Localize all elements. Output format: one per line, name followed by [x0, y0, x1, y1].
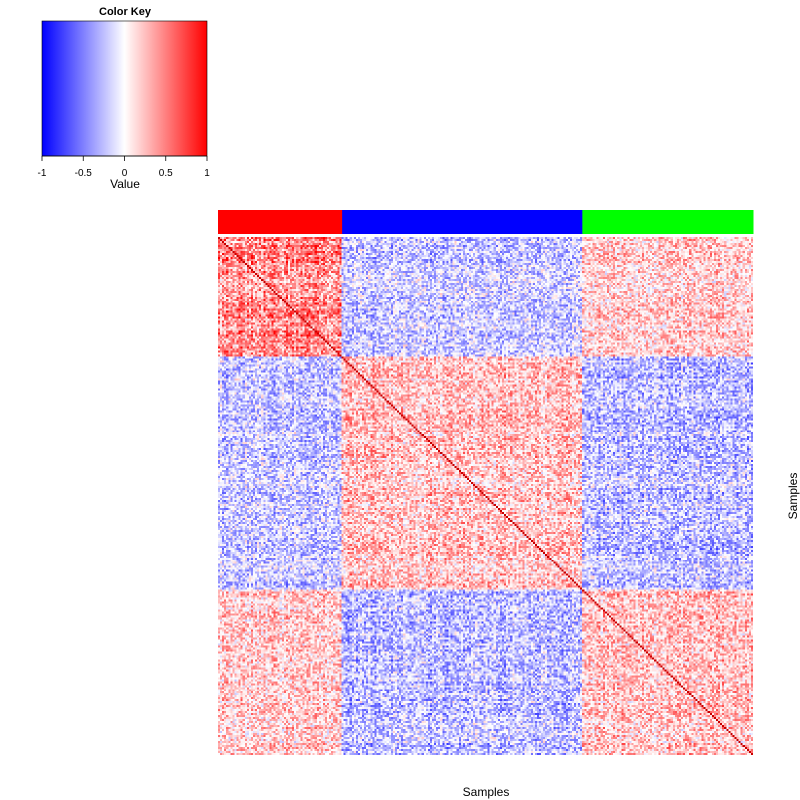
color-key-gradient [41, 20, 208, 157]
color-key-tick-label: -1 [38, 168, 47, 179]
color-key-title: Color Key [99, 6, 152, 18]
color-key-label: Value [110, 177, 140, 191]
group-bar-segment-3 [582, 210, 754, 234]
color-key-ticks: -1 -0.5 0 0.5 1 [38, 155, 210, 179]
color-key-tick-label: -0.5 [75, 168, 93, 179]
color-key: Color Key -1 -0.5 0 0.5 1 Value [38, 6, 211, 191]
heatmap-cells [218, 237, 753, 755]
group-color-bar [218, 210, 754, 234]
group-bar-segment-2 [342, 210, 583, 234]
x-axis-label: Samples [463, 785, 510, 799]
y-axis-label: Samples [786, 473, 800, 520]
group-bar-segment-1 [218, 210, 343, 234]
color-key-tick-label: 0 [122, 168, 128, 179]
color-key-tick-label: 0.5 [159, 168, 173, 179]
color-key-tick-label: 1 [204, 168, 210, 179]
heatmap-body [218, 237, 753, 755]
